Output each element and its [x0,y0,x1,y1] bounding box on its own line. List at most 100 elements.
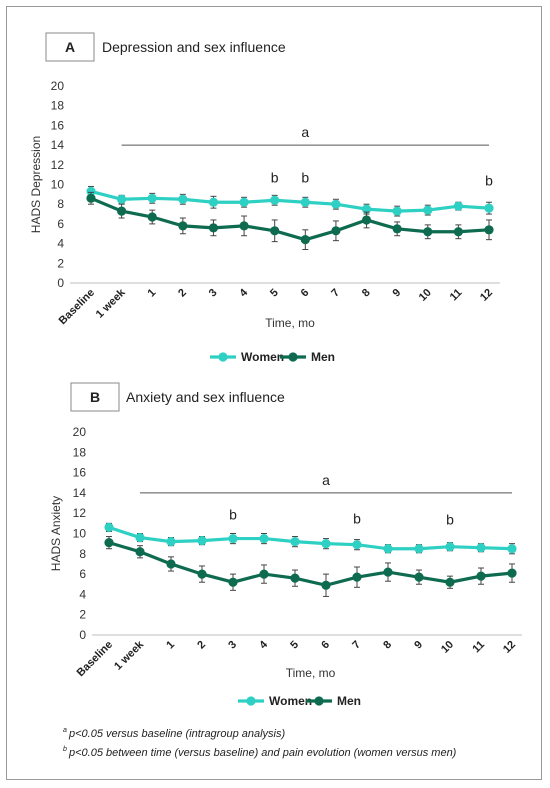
panel-a-men-point [117,206,127,216]
panel-b-letter-box [70,382,120,412]
footnote-text: p<0.05 between time (versus baseline) an… [68,747,457,759]
panel-a-y-tick-label: 12 [51,158,65,172]
panel-b-y-tick-label: 10 [73,527,87,541]
panel-b-legend-men-marker [314,696,324,706]
panel-a-legend-women-marker [218,352,228,362]
panel-a-men-point [392,224,402,234]
panel-a-y-tick-label: 0 [57,276,64,290]
panel-a-x-tick-label: 3 [207,287,220,300]
panel-a-women-point [331,199,341,209]
panel-a-men-point [484,225,494,235]
panel-b-men-point [135,547,145,557]
panel-a-men-point [423,227,433,237]
panel-a-legend-men-marker [288,352,298,362]
panel-b-women-point [507,544,517,554]
panel-a-women-point [117,194,127,204]
panel-b-annotation-label: b [229,506,237,522]
panel-a-legend-men-label: Men [311,350,335,364]
panel-a-men-point [361,215,372,225]
panel-b-letter: B [90,389,100,405]
panel-a-men-series-line [90,196,490,242]
panel-a-women-point [178,194,188,204]
panel-a-men-point [270,226,280,236]
panel-b-men-point [476,571,486,581]
panel-b-y-axis-title: HADS Anxiety [49,496,63,571]
panel-b-women-point [321,539,331,549]
panel-b-x-tick-label: 8 [381,639,394,652]
panel-a-x-tick-label: 6 [299,287,312,300]
panel-a-x-tick-label: 4 [237,286,250,299]
panel-b-y-tick-label: 12 [73,506,87,520]
panel-a-y-tick-label: 20 [51,79,65,93]
panel-b-title: Anxiety and sex influence [126,389,285,405]
panel-a-annotation-label: b [485,172,493,188]
panel-a-men-point [86,193,96,203]
panel-b-men-point [197,569,207,579]
panel-b-x-tick-label: 11 [470,639,487,656]
panel-b-women-point [476,543,486,553]
panel-b-x-tick-label: 9 [412,639,425,652]
panel-a-x-tick-label: Baseline [57,287,97,327]
panel-a-women-series-line [90,189,490,213]
panel-b-y-tick-label: 16 [73,466,87,480]
panel-a-women-point [86,186,96,196]
panel-a-letter-box [45,32,95,62]
panel-b-annotation-label: b [353,510,361,526]
panel-b-y-tick-label: 2 [79,608,86,622]
panel-b-annotation-label: b [446,511,454,527]
panel-a-y-tick-label: 10 [51,178,65,192]
footnote-marker: a [63,727,67,734]
panel-a-men-point [178,221,188,231]
panel-b-men-point [383,567,393,577]
panel-a-letter: A [65,39,75,55]
panel-b-x-tick-label: 5 [288,639,301,652]
panel-a-women-point [392,206,402,216]
panel-b-women-point [414,544,424,554]
panel-b-x-tick-label: 4 [257,638,270,651]
panel-a-x-tick-label: 1 [146,287,159,300]
panel-a-x-tick-label: 5 [268,287,281,300]
panel-a-x-tick-label: 1 week [94,286,129,321]
panel-a-annotation-label: b [271,170,279,186]
panel-b-x-tick-label: 2 [195,639,208,652]
panel-a-x-tick-label: 8 [360,287,373,300]
panel-b-men-point [166,559,176,569]
panel-b-women-point [290,537,300,547]
panel-b-y-tick-label: 6 [79,567,86,581]
panel-b-y-tick-label: 18 [73,445,87,459]
panel-b-women-point [228,533,238,544]
panel-a-title: Depression and sex influence [102,39,286,55]
panel-b-women-point [383,544,393,554]
panel-a-x-tick-label: 9 [390,287,403,300]
panel-a-y-tick-label: 6 [57,217,64,231]
panel-b-men-point [445,577,455,587]
panel-b-x-tick-label: 7 [350,639,363,652]
panel-a-y-tick-label: 18 [51,99,65,113]
panel-b-women-point [259,533,269,544]
panel-b-women-point [166,537,176,547]
panel-a-men-point [300,235,310,245]
panel-a-men-point [331,226,341,236]
panel-a-men-point [239,221,249,231]
panel-b-legend-women-marker [246,696,256,706]
panel-a-women-point [361,204,372,214]
panel-a-women-point [453,201,463,211]
panel-a-y-tick-label: 4 [57,237,64,251]
panel-b-men-point [259,569,269,579]
panel-b-x-tick-label: Baseline [75,639,115,679]
panel-a-men-point [208,223,219,233]
panel-a-y-tick-label: 16 [51,118,65,132]
panel-b-legend-men-label: Men [337,694,361,708]
panel-b-x-tick-label: 1 week [112,638,147,673]
panel-a-x-axis-title: Time, mo [265,316,315,330]
panel-b-x-tick-label: 12 [501,639,518,656]
panel-b-y-tick-label: 14 [73,486,87,500]
panel-a-x-tick-label: 2 [176,287,189,300]
panel-b-women-point [352,540,362,550]
panel-b-women-point [135,532,145,543]
panel-a-y-axis-title: HADS Depression [29,136,43,233]
panel-b-x-tick-label: 1 [164,639,177,652]
panel-a-women-point [147,193,157,203]
panel-b-women-point [104,522,114,533]
